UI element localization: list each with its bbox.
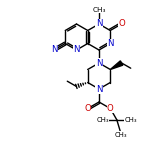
Text: CH₃: CH₃	[114, 132, 127, 138]
Text: N: N	[96, 85, 102, 93]
Text: O: O	[118, 19, 125, 29]
Polygon shape	[110, 61, 123, 69]
Text: CH₃: CH₃	[124, 117, 137, 123]
Text: N: N	[73, 45, 80, 55]
Text: CH₃: CH₃	[97, 117, 109, 123]
Text: N: N	[107, 39, 114, 48]
Text: N: N	[96, 19, 102, 29]
Text: O: O	[107, 104, 114, 113]
Text: N: N	[51, 45, 57, 55]
Text: O: O	[84, 104, 91, 113]
Text: N: N	[96, 59, 102, 67]
Text: CH₃: CH₃	[92, 7, 106, 12]
